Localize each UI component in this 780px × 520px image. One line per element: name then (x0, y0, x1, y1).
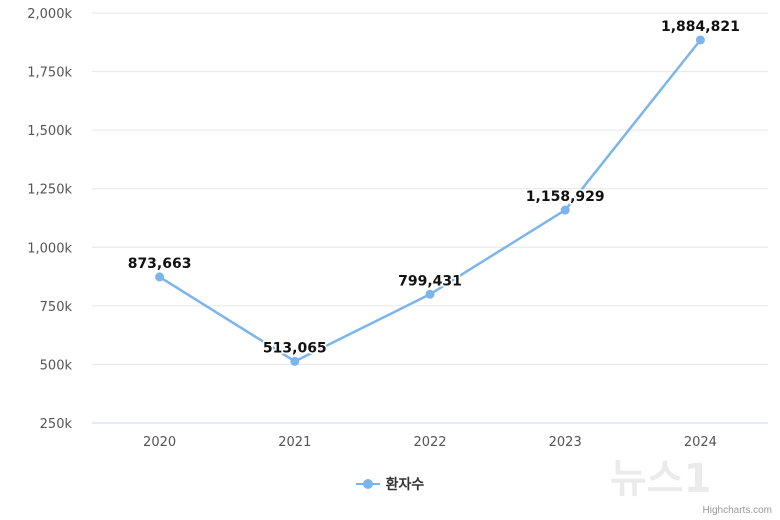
series-line (158, 39, 702, 363)
y-tick-label: 750k (40, 300, 73, 315)
data-label: 873,663 (128, 256, 192, 272)
chart-credits[interactable]: Highcharts.com (702, 505, 772, 516)
x-tick-label: 2020 (143, 435, 176, 450)
news1-watermark-logo: 뉴스1 (606, 448, 766, 504)
y-tick-label: 1,750k (27, 66, 72, 81)
data-point[interactable] (290, 356, 300, 366)
y-tick-label: 500k (40, 358, 73, 373)
y-tick-label: 1,250k (27, 183, 72, 198)
watermark-text: 뉴스1 (610, 456, 711, 502)
y-tick-label: 1,500k (27, 124, 72, 139)
legend-series-label: 환자수 (385, 477, 425, 493)
data-label: 1,884,821 (661, 19, 740, 35)
x-tick-label: 2022 (413, 435, 446, 450)
y-tick-label: 250k (40, 417, 73, 432)
legend[interactable]: 환자수 (0, 474, 780, 494)
x-tick-label: 2024 (684, 435, 717, 450)
y-tick-label: 1,000k (27, 241, 72, 256)
x-tick-label: 2021 (278, 435, 311, 450)
data-point[interactable] (695, 35, 705, 45)
legend-series-symbol-icon (355, 478, 380, 490)
line-chart: 250k 500k 750k 1,000k 1,250k 1,500k 1,750k 2,00… (27, 7, 768, 450)
data-point[interactable] (560, 205, 570, 215)
y-tick-label: 2,000k (27, 7, 72, 22)
data-label: 1,158,929 (526, 189, 605, 205)
data-point[interactable] (425, 289, 435, 299)
data-label: 513,065 (263, 340, 327, 356)
data-point[interactable] (155, 272, 165, 282)
x-tick-label: 2023 (549, 435, 582, 450)
data-label: 799,431 (398, 273, 462, 289)
